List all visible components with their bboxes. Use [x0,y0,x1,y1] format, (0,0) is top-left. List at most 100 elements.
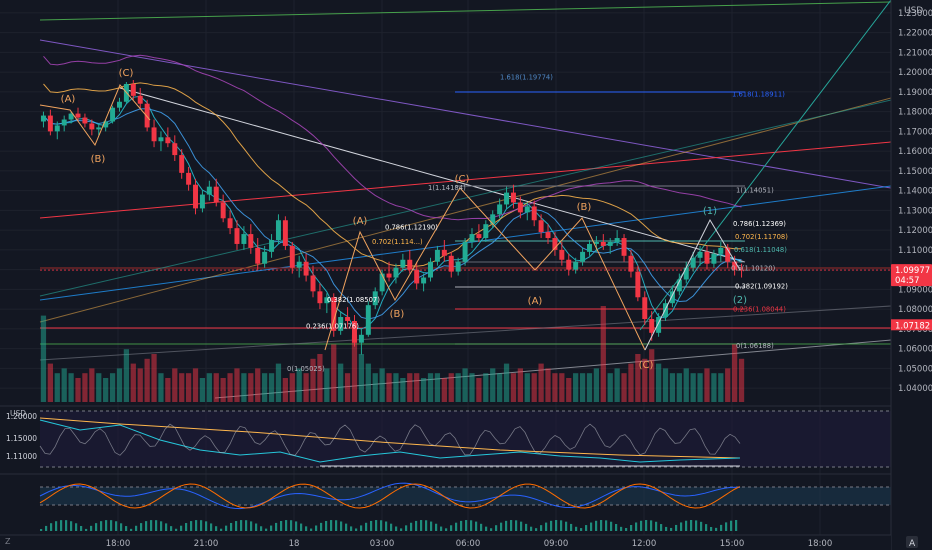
pane2-histogram-bar [685,520,688,531]
auto-scale-button[interactable]: A [906,536,918,549]
pane2-histogram-bar [275,522,278,531]
time-tick-label: 18:00 [808,539,833,549]
pane2-line [39,482,741,510]
wave-label: (A) [61,94,76,105]
candle-body [324,297,330,304]
candle-body [199,194,205,209]
pane2-histogram-bar [370,520,373,531]
pane2-histogram-bar [155,520,158,531]
volume-bar [103,378,109,402]
fib-label: 0(1.05025) [287,365,325,373]
candle-body [524,206,530,213]
pane2-histogram-bar [645,520,648,531]
pane2-histogram-bar [165,523,168,531]
volume-bar [420,378,427,402]
price-tick-label: 1.06000 [898,345,932,355]
volume-bar [192,368,199,402]
time-tick-label: 09:00 [544,539,569,549]
volume-bar [255,368,261,402]
pane2-histogram-bar [200,520,203,531]
pane2-histogram-bar [575,526,578,531]
pane2-histogram-bar [290,520,293,531]
candle-body [186,172,192,185]
trendline [639,0,892,331]
pane2-histogram-bar [55,521,58,531]
volume-bar [96,373,102,402]
pane2-histogram-bar [690,520,693,531]
pane2-histogram-bar [360,525,363,531]
pane1-oscillator [39,423,741,456]
candle-body [676,279,682,292]
pane2-histogram-bar [190,521,193,531]
pane2-histogram-bar [440,526,443,531]
volume-bar [635,354,641,402]
volume-bar [448,373,454,402]
pane2-histogram-bar [650,520,653,531]
pane2-histogram-bar [545,522,548,531]
current-price-tag[interactable]: 1.09977 04:57 [891,264,932,287]
candle-body [552,238,558,250]
pane2-histogram-bar [415,520,418,531]
volume-bar [497,373,503,402]
pane2-histogram-bar [505,520,508,531]
candle-body [61,119,67,126]
price-tick-label: 1.12000 [898,226,932,236]
pane2-histogram-bar [400,528,403,531]
candle-body [193,184,199,209]
symbol-badge[interactable]: Z [5,537,11,546]
pane2-histogram-bar [660,524,663,531]
candle-body [586,243,592,252]
pane2-histogram-bar [540,525,543,531]
pane2-histogram-bar [385,521,388,531]
candle-body [510,192,516,203]
pane2-histogram-bar [215,526,218,531]
candle-body [593,241,599,244]
volume-bar [289,373,295,402]
pane2-histogram-bar [90,525,93,531]
volume-bar [40,315,47,402]
pane2-histogram-bar [75,523,78,531]
pane2-histogram-bar [330,520,333,531]
candle-body [642,297,648,319]
price-tick-label: 1.19000 [898,88,932,98]
pane2-histogram-bar [150,520,153,531]
volume-bar [642,358,648,402]
candle-body [628,255,634,272]
volume-bar [123,349,130,402]
candle-body [739,269,745,271]
red-level-price: 1.07182 [895,321,930,331]
pane2-histogram-bar [705,524,708,531]
candle-body [248,234,254,248]
candle-body [531,206,537,221]
fib-label: 1.618(1.19774) [500,74,553,82]
candle-body [68,113,74,120]
pane2-histogram-bar [675,524,678,531]
candle-body [656,317,662,333]
price-tick-label: 1.15000 [898,167,932,177]
fib-label: 0.786(1.12369) [733,220,786,228]
wave-label: (2) [733,295,747,306]
candle-body [607,241,613,246]
candle-body [732,261,738,270]
volume-bar [372,373,378,402]
volume-bar [275,363,282,402]
candle-body [116,101,122,108]
candle-body [573,261,579,270]
volume-bar [559,373,565,402]
red-level-tag[interactable]: 1.07182 [891,319,932,331]
pane2-histogram-bar [135,525,138,531]
volume-bar [711,373,717,402]
pane2-histogram-bar [710,527,713,531]
candle-body [504,192,510,205]
volume-bar [331,344,337,402]
volume-bar [621,373,627,402]
pane2-histogram-bar [175,528,178,531]
pane2-histogram-bar [420,520,423,531]
pane2-histogram-bar [565,521,568,531]
candle-body [54,125,60,132]
moving-average-line [43,82,742,267]
trendline [39,305,892,361]
volume-bar [54,373,60,402]
pane2-histogram-bar [670,527,673,531]
